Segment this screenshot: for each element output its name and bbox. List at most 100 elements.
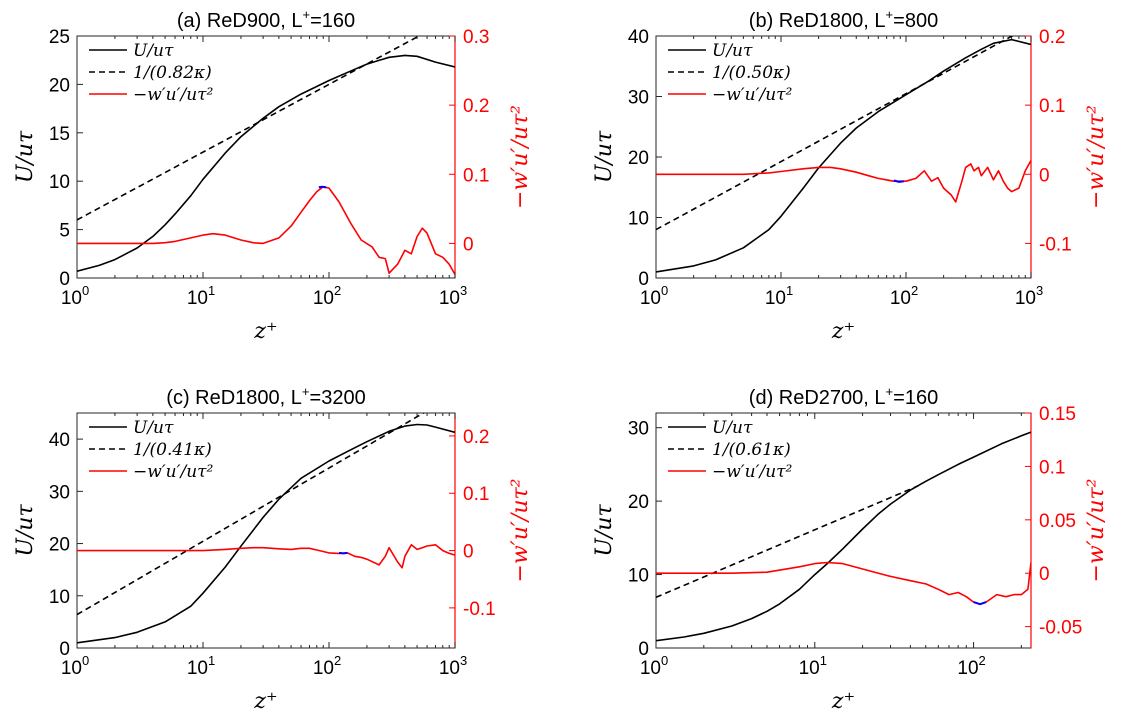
x-tick-exponent: 3	[1036, 283, 1043, 298]
chart-title-superscript: +	[302, 7, 310, 22]
y-right-tick-label: 0	[1039, 165, 1050, 186]
y-right-axis-label: −w′u′/uτ²	[508, 479, 533, 583]
y-left-tick-label: 30	[628, 88, 649, 109]
y-left-tick-label: 30	[628, 419, 649, 440]
x-tick-mantissa: 10	[439, 658, 460, 679]
y-left-axis-label: U/uτ	[13, 504, 38, 557]
x-tick-mantissa: 10	[957, 658, 978, 679]
legend-entry-1: U/uτ	[712, 418, 753, 438]
y-left-tick-label: 40	[49, 430, 70, 451]
legend-entry-3: −w′u′/uτ²	[712, 85, 793, 105]
y-left-tick-label: 5	[59, 221, 70, 242]
x-tick-exponent: 1	[208, 283, 215, 298]
series-line-4	[318, 185, 327, 189]
series-line-3	[656, 561, 1031, 606]
series-line-3	[656, 160, 1031, 203]
x-tick-exponent: 2	[334, 653, 341, 668]
x-tick-exponent: 0	[661, 283, 668, 298]
y-right-tick-label: 0.1	[463, 165, 489, 186]
y-left-tick-label: 10	[628, 566, 649, 587]
series-line-2	[77, 413, 426, 616]
x-tick-label: 103	[439, 653, 467, 679]
legend-entry-2: 1/(0.50κ)	[712, 63, 791, 83]
x-tick-exponent: 3	[460, 653, 467, 668]
x-tick-exponent: 1	[786, 283, 793, 298]
x-tick-exponent: 0	[82, 283, 89, 298]
series-group	[77, 36, 455, 275]
legend-entry-2: 1/(0.82κ)	[133, 63, 212, 83]
x-tick-label: 100	[61, 283, 89, 309]
x-tick-label: 100	[61, 653, 89, 679]
x-tick-label: 101	[765, 283, 793, 309]
y-left-tick-label: 15	[49, 124, 70, 145]
legend: U/uτ1/(0.41κ)−w′u′/uτ²	[89, 418, 214, 482]
y-right-tick-label: -0.1	[463, 599, 496, 620]
legend-entry-1: U/uτ	[712, 41, 753, 61]
y-right-tick-label: 0.3	[463, 27, 489, 48]
x-tick-mantissa: 10	[439, 288, 460, 309]
series-group	[77, 413, 455, 644]
y-right-tick-label: -0.1	[1039, 234, 1072, 255]
x-tick-exponent: 2	[911, 283, 918, 298]
x-tick-mantissa: 10	[799, 658, 820, 679]
series-line-1	[77, 54, 455, 272]
legend-entry-1: U/uτ	[133, 418, 174, 438]
chart-title-superscript: +	[302, 384, 310, 399]
x-tick-mantissa: 10	[1015, 288, 1036, 309]
y-left-tick-label: 20	[49, 75, 70, 96]
series-line-4	[973, 601, 987, 606]
series-line-2	[656, 36, 1014, 231]
y-right-tick-label: 0.2	[463, 427, 489, 448]
x-tick-exponent: 2	[979, 653, 986, 668]
x-tick-mantissa: 10	[313, 288, 334, 309]
x-tick-label: 102	[957, 653, 985, 679]
legend-entry-3: −w′u′/uτ²	[133, 462, 214, 482]
y-right-tick-label: 0.15	[1039, 404, 1076, 425]
series-line-4	[338, 551, 348, 555]
series-line-2	[656, 484, 919, 599]
y-left-tick-label: 10	[49, 172, 70, 193]
y-left-tick-label: 20	[628, 148, 649, 169]
y-right-tick-label: 0	[463, 234, 474, 255]
series-line-1	[77, 423, 455, 644]
y-left-tick-label: 0	[59, 639, 70, 660]
x-axis-label: z⁺	[253, 689, 277, 714]
y-right-axis-label: −w′u′/uτ²	[1084, 105, 1109, 209]
legend: U/uτ1/(0.61κ)−w′u′/uτ²	[668, 418, 793, 482]
y-left-tick-label: 20	[628, 492, 649, 513]
y-right-tick-label: -0.05	[1039, 618, 1082, 639]
x-tick-label: 102	[890, 283, 918, 309]
y-left-tick-label: 0	[59, 269, 70, 290]
x-tick-exponent: 0	[661, 653, 668, 668]
x-tick-label: 102	[313, 283, 341, 309]
x-tick-label: 103	[1015, 283, 1043, 309]
y-right-tick-label: 0	[463, 542, 474, 563]
x-tick-label: 100	[640, 283, 668, 309]
x-axis-label: z⁺	[831, 689, 855, 714]
x-tick-mantissa: 10	[313, 658, 334, 679]
y-right-tick-label: 0.1	[1039, 457, 1065, 478]
x-tick-exponent: 2	[334, 283, 341, 298]
x-tick-exponent: 3	[460, 283, 467, 298]
y-left-tick-label: 20	[49, 535, 70, 556]
y-left-tick-label: 30	[49, 482, 70, 503]
legend: U/uτ1/(0.82κ)−w′u′/uτ²	[89, 41, 214, 105]
legend-entry-2: 1/(0.61κ)	[712, 440, 791, 460]
x-tick-mantissa: 10	[61, 288, 82, 309]
chart-title-tail: =160	[893, 387, 938, 409]
chart-title-superscript: +	[886, 384, 894, 399]
legend-entry-2: 1/(0.41κ)	[133, 440, 212, 460]
x-tick-label: 101	[187, 283, 215, 309]
y-right-tick-label: 0.1	[1039, 96, 1065, 117]
y-right-tick-label: 0.05	[1039, 511, 1076, 532]
legend-entry-1: U/uτ	[133, 41, 174, 61]
x-tick-label: 103	[439, 283, 467, 309]
x-tick-mantissa: 10	[640, 288, 661, 309]
legend-entry-3: −w′u′/uτ²	[712, 462, 793, 482]
legend: U/uτ1/(0.50κ)−w′u′/uτ²	[668, 41, 793, 105]
legend-entry-3: −w′u′/uτ²	[133, 85, 214, 105]
